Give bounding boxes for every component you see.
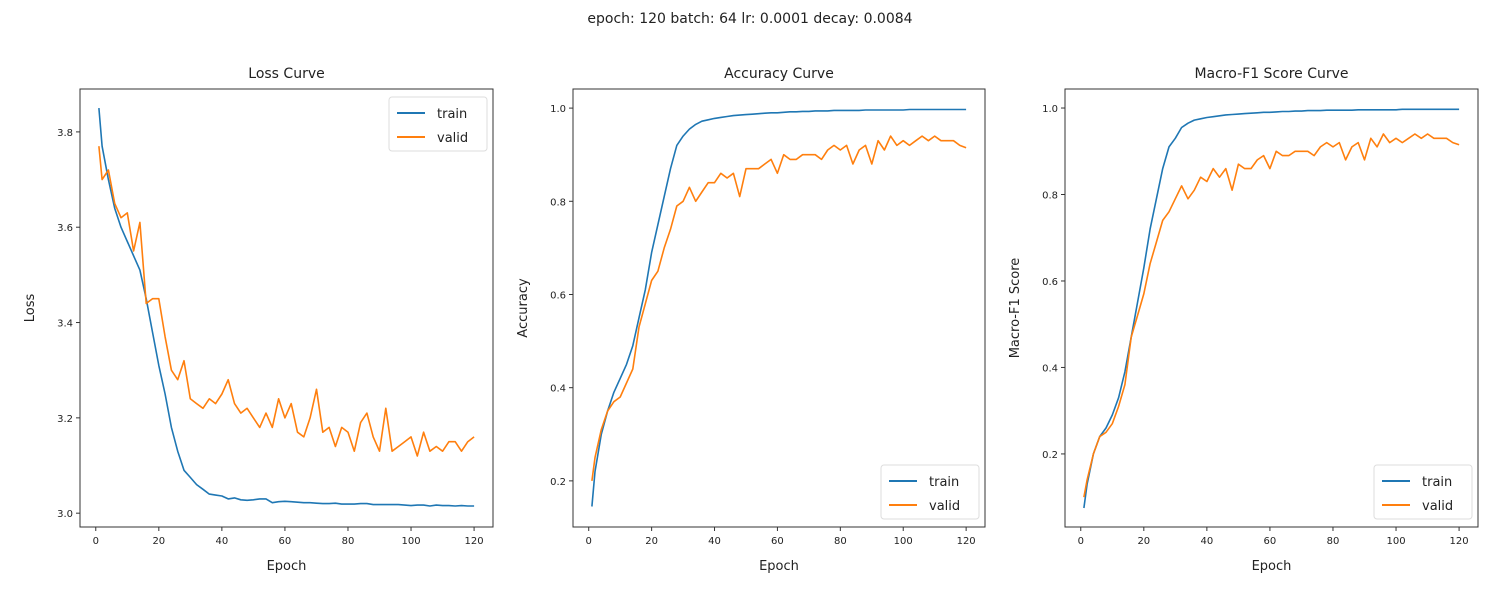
x-tick-label: 80 [342,536,355,547]
subplot-title: Accuracy Curve [724,66,834,82]
y-tick-label: 3.2 [57,414,73,425]
figure-suptitle: epoch: 120 batch: 64 lr: 0.0001 decay: 0… [587,11,912,27]
x-axis-label: Epoch [759,559,799,574]
legend: train valid [388,96,488,152]
x-axis-label: Epoch [267,559,307,574]
y-tick-label: 0.2 [1042,450,1058,461]
legend-label-valid: valid [437,131,468,146]
y-tick-label: 0.6 [550,290,566,301]
x-tick-label: 20 [645,536,658,547]
x-tick-label: 80 [834,536,847,547]
x-tick-label: 60 [771,536,784,547]
axes-frame [1064,88,1479,528]
axes-frame [79,88,494,528]
legend: train valid [880,464,980,520]
x-tick-label: 80 [1327,536,1340,547]
x-tick-label: 0 [586,536,592,547]
x-tick-label: 0 [1078,536,1084,547]
series-line-valid [98,146,475,457]
legend-label-train: train [437,107,467,122]
legend-label-valid: valid [1422,499,1453,514]
series-line-train [591,108,967,507]
y-tick-label: 1.0 [1042,104,1058,115]
x-tick-label: 20 [1137,536,1150,547]
y-tick-label: 3.4 [57,319,73,330]
subplot-2: Accuracy Curve 0 20 40 60 80 100 120 0.2 0.4 0.6 0.… [516,66,986,574]
x-tick-label: 40 [216,536,229,547]
subplot-title: Macro-F1 Score Curve [1194,66,1348,82]
series-line-valid [1083,133,1460,498]
y-tick-label: 0.8 [1042,191,1058,202]
y-axis-label: Loss [23,294,38,323]
y-tick-label: 3.8 [57,128,73,139]
y-axis-label: Macro-F1 Score [1008,258,1023,359]
y-tick-label: 0.4 [550,384,566,395]
series-line-train [98,108,475,507]
subplot-3: Macro-F1 Score Curve 0 20 40 60 80 100 120 0.2 0.… [1008,66,1479,574]
x-tick-label: 60 [1264,536,1277,547]
y-tick-label: 0.2 [550,477,566,488]
x-tick-label: 100 [1386,536,1405,547]
legend-label-train: train [1422,475,1452,490]
x-axis-label: Epoch [1252,559,1292,574]
y-tick-label: 1.0 [550,104,566,115]
legend-label-valid: valid [929,499,960,514]
x-tick-label: 100 [894,536,913,547]
x-tick-label: 60 [279,536,292,547]
subplot-title: Loss Curve [248,66,324,82]
x-tick-label: 120 [465,536,484,547]
y-tick-label: 0.8 [550,197,566,208]
x-tick-label: 100 [401,536,420,547]
legend-label-train: train [929,475,959,490]
x-tick-label: 20 [152,536,165,547]
subplot-1: Loss Curve 0 20 40 60 80 100 120 3.0 3.2 3.4 3.6 3.8… [23,66,494,574]
x-tick-label: 40 [708,536,721,547]
series-line-train [1083,108,1460,509]
y-tick-label: 0.4 [1042,363,1058,374]
legend: train valid [1373,464,1473,520]
axes-frame [572,88,986,528]
x-tick-label: 40 [1201,536,1214,547]
y-tick-label: 3.0 [57,509,73,520]
series-line-valid [591,135,967,482]
y-tick-label: 3.6 [57,223,73,234]
x-tick-label: 120 [957,536,976,547]
x-tick-label: 120 [1450,536,1469,547]
x-tick-label: 0 [93,536,99,547]
y-axis-label: Accuracy [516,278,531,338]
y-tick-label: 0.6 [1042,277,1058,288]
